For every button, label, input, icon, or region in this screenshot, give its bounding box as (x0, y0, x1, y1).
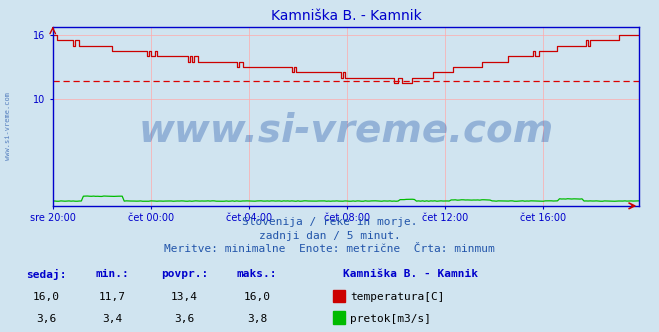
Text: min.:: min.: (95, 269, 129, 279)
Text: temperatura[C]: temperatura[C] (350, 292, 444, 302)
Text: 3,6: 3,6 (175, 314, 194, 324)
Text: 11,7: 11,7 (99, 292, 125, 302)
Text: www.si-vreme.com: www.si-vreme.com (138, 112, 554, 149)
Text: 13,4: 13,4 (171, 292, 198, 302)
Text: 16,0: 16,0 (244, 292, 270, 302)
Text: 3,6: 3,6 (36, 314, 56, 324)
Text: Meritve: minimalne  Enote: metrične  Črta: minmum: Meritve: minimalne Enote: metrične Črta:… (164, 244, 495, 254)
Text: maks.:: maks.: (237, 269, 277, 279)
Text: Slovenija / reke in morje.: Slovenija / reke in morje. (242, 217, 417, 227)
Text: pretok[m3/s]: pretok[m3/s] (350, 314, 431, 324)
Text: www.si-vreme.com: www.si-vreme.com (5, 92, 11, 160)
Text: povpr.:: povpr.: (161, 269, 208, 279)
Text: zadnji dan / 5 minut.: zadnji dan / 5 minut. (258, 231, 401, 241)
Text: 16,0: 16,0 (33, 292, 59, 302)
Text: sedaj:: sedaj: (26, 269, 67, 280)
Text: Kamniška B. - Kamnik: Kamniška B. - Kamnik (343, 269, 478, 279)
Text: 3,8: 3,8 (247, 314, 267, 324)
Text: 3,4: 3,4 (102, 314, 122, 324)
Title: Kamniška B. - Kamnik: Kamniška B. - Kamnik (271, 9, 421, 23)
